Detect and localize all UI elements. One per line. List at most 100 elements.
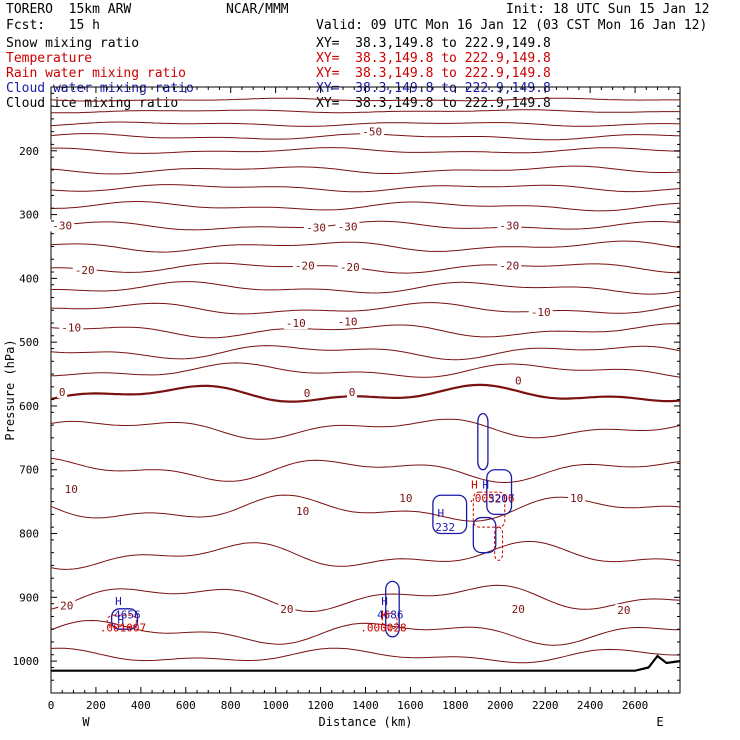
rain-water-contour (381, 612, 398, 630)
isotherm-label-bg (50, 219, 75, 232)
y-tick-label: 500 (19, 336, 39, 349)
isotherm-label-bg (283, 317, 308, 330)
surface-line (51, 654, 681, 672)
isotherm-line (50, 302, 681, 315)
isotherm-label-bg (304, 221, 329, 234)
max-annotation: .000028 (360, 621, 406, 634)
isotherm-line (50, 220, 681, 231)
max-annotation: 4686 (377, 609, 404, 622)
x-tick-label: 2200 (532, 699, 559, 712)
isotherm-label-bg (335, 220, 360, 233)
isotherm-line (50, 362, 681, 378)
max-annotation: H (482, 478, 489, 491)
isotherm-line (50, 383, 681, 403)
west-end-label: W (82, 715, 90, 729)
isotherm-line (50, 494, 681, 522)
max-annotation: .001007 (100, 621, 146, 634)
y-tick-label: 400 (19, 272, 39, 285)
isotherm-label-bg (302, 387, 313, 400)
cloud-water-contour (111, 608, 139, 630)
max-annotation: H (437, 507, 444, 520)
legend-item-xy: XY= 38.3,149.8 to 222.9,149.8 (316, 51, 551, 66)
isotherm-label-bg (615, 604, 633, 617)
y-tick-label: 600 (19, 400, 39, 413)
isotherm-label-bg (497, 219, 522, 232)
max-annotation: H (381, 595, 388, 608)
isotherm-line (50, 109, 680, 114)
isotherm-label: 0 (304, 387, 311, 400)
isotherm-label: -30 (499, 219, 519, 232)
isotherm-label-bg (278, 602, 296, 615)
legend-item-name: Snow mixing ratio (6, 36, 140, 51)
rain-water-contour (472, 491, 506, 528)
isotherm-label: -10 (286, 317, 306, 330)
isotherm-label: -10 (338, 316, 358, 329)
isotherm-line (50, 121, 680, 127)
isotherm-label-bg (360, 125, 385, 138)
y-tick-label: 900 (19, 591, 39, 604)
max-annotation: H (381, 609, 388, 622)
y-tick-label: 800 (19, 528, 39, 541)
isotherm-line (50, 184, 681, 193)
x-tick-label: 2400 (577, 699, 604, 712)
isotherm-label-bg (294, 505, 312, 518)
isotherm-label-bg (58, 599, 76, 612)
isotherm-label: -20 (75, 264, 95, 277)
isotherm-label-bg (397, 491, 415, 504)
isotherm-label-bg (337, 260, 362, 273)
isotherm-label: -30 (52, 219, 72, 232)
isotherm-label: -10 (531, 306, 551, 319)
isotherm-line (50, 457, 681, 484)
isotherm-line (50, 584, 681, 613)
isotherm-label-bg (335, 315, 360, 328)
isotherm-label: 0 (349, 386, 356, 399)
x-tick-label: 1000 (262, 699, 289, 712)
isotherm-line (50, 541, 681, 570)
max-annotation: H (117, 614, 124, 627)
rain-water-contour (106, 614, 137, 628)
isotherm-label: -10 (61, 321, 81, 334)
rain-water-contour (494, 526, 504, 561)
isotherm-label: 10 (65, 483, 78, 496)
isotherm-label: -50 (362, 126, 382, 139)
isotherm-line (50, 418, 681, 440)
isotherm-label-bg (509, 602, 527, 615)
y-tick-label: 200 (19, 145, 39, 158)
isotherm-label: 20 (617, 604, 630, 617)
x-tick-label: 200 (86, 699, 106, 712)
header-fcst: Fcst: 15 h (6, 18, 100, 33)
isotherm-label-bg (497, 259, 522, 272)
x-tick-label: 600 (176, 699, 196, 712)
x-axis-title: Distance (km) (319, 715, 413, 729)
isotherm-line (51, 201, 681, 212)
y-axis-title: Pressure (hPa) (3, 339, 17, 440)
x-tick-label: 1800 (442, 699, 469, 712)
isotherm-label: 0 (59, 386, 66, 399)
cloud-water-contour (432, 494, 468, 535)
legend-item-xy: XY= 38.3,149.8 to 222.9,149.8 (316, 66, 551, 81)
x-tick-label: 0 (48, 699, 55, 712)
isotherm-label-bg (513, 374, 524, 387)
x-tick-label: 1600 (397, 699, 424, 712)
isotherm-label: -20 (499, 260, 519, 273)
isotherm-label-bg (57, 385, 68, 398)
isotherm-label: -30 (306, 221, 326, 234)
max-annotation: 4656 (114, 609, 141, 622)
cloud-water-contour (385, 580, 400, 638)
legend-item-name: Rain water mixing ratio (6, 66, 187, 81)
plot-frame (50, 86, 681, 694)
x-tick-label: 1200 (307, 699, 334, 712)
x-tick-label: 2600 (622, 699, 649, 712)
east-end-label: E (656, 715, 663, 729)
isotherm-label: 20 (512, 603, 525, 616)
header-valid: Valid: 09 UTC Mon 16 Jan 12 (03 CST Mon … (316, 18, 708, 33)
isotherm-label-bg (347, 385, 358, 398)
isotherm-label-bg (72, 264, 97, 277)
isotherm-label: -30 (338, 221, 358, 234)
legend-item-xy: XY= 38.3,149.8 to 222.9,149.8 (316, 81, 551, 96)
isotherm-line (51, 281, 681, 295)
isotherm-line (50, 647, 680, 664)
isotherm-line (51, 147, 681, 154)
isotherm-label: 10 (570, 492, 583, 505)
